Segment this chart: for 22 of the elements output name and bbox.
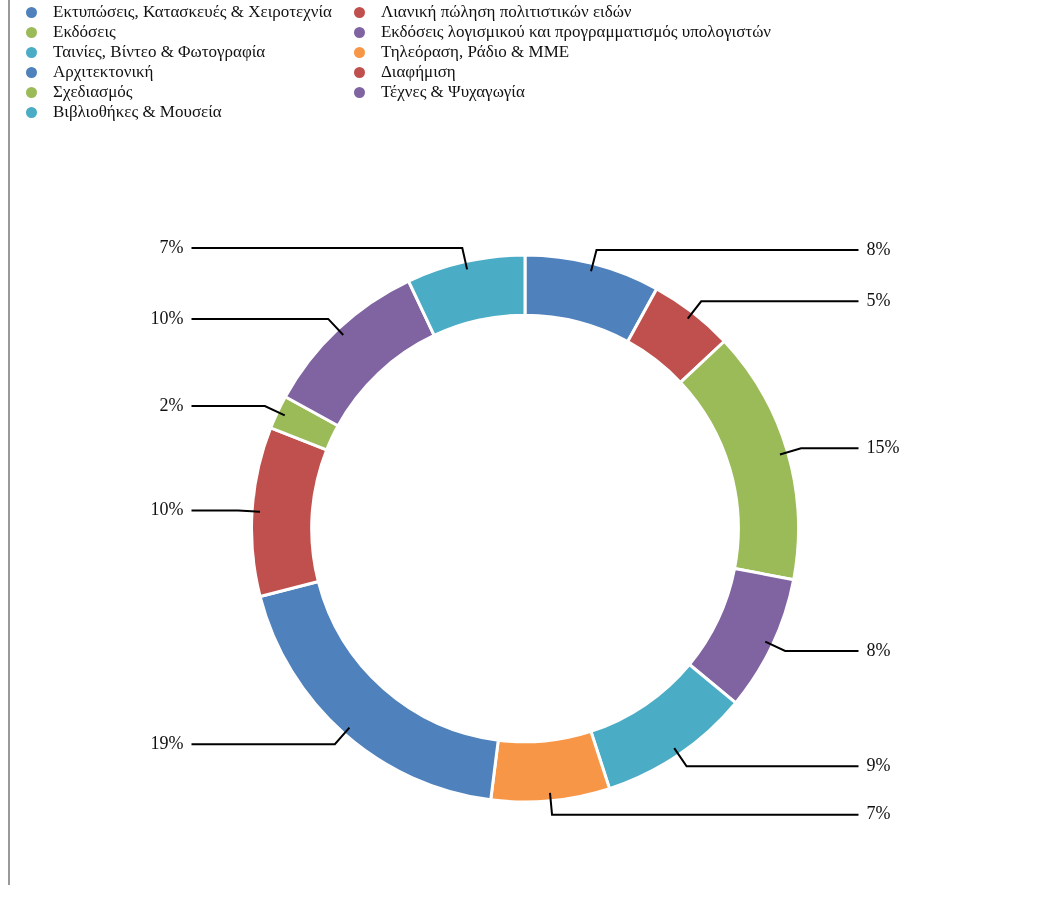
data-label: 2%: [159, 394, 184, 415]
data-label: 8%: [866, 639, 891, 660]
data-label: 19%: [150, 732, 184, 753]
legend-label: Σχεδιασμός: [53, 82, 133, 102]
data-label: 10%: [150, 307, 184, 328]
data-label: 7%: [866, 803, 891, 824]
data-label: 7%: [159, 236, 184, 257]
data-label: 9%: [866, 755, 891, 776]
data-label: 5%: [866, 290, 891, 311]
legend-label: Ταινίες, Βίντεο & Φωτογραφία: [53, 42, 266, 62]
data-label: 15%: [866, 437, 900, 458]
legend-label: Εκδόσεις λογισμικού και προγραμματισμός υπολογιστών: [380, 22, 772, 42]
data-label: 10%: [150, 499, 184, 520]
legend-label: Εκτυπώσεις, Κατασκευές & Χειροτεχνία: [53, 2, 332, 22]
legend-label: Λιανική πώληση πολιτιστικών ειδών: [380, 2, 632, 22]
legend-label: Αρχιτεκτονική: [53, 62, 154, 82]
legend-label: Εκδόσεις: [53, 22, 116, 42]
legend-label: Τηλεόραση, Ράδιο & ΜΜΕ: [380, 42, 570, 62]
legend-label: Βιβλιοθήκες & Μουσεία: [53, 102, 222, 122]
legend-label: Διαφήμιση: [380, 62, 456, 82]
data-label: 8%: [866, 238, 891, 259]
legend-label: Τέχνες & Ψυχαγωγία: [380, 82, 525, 102]
